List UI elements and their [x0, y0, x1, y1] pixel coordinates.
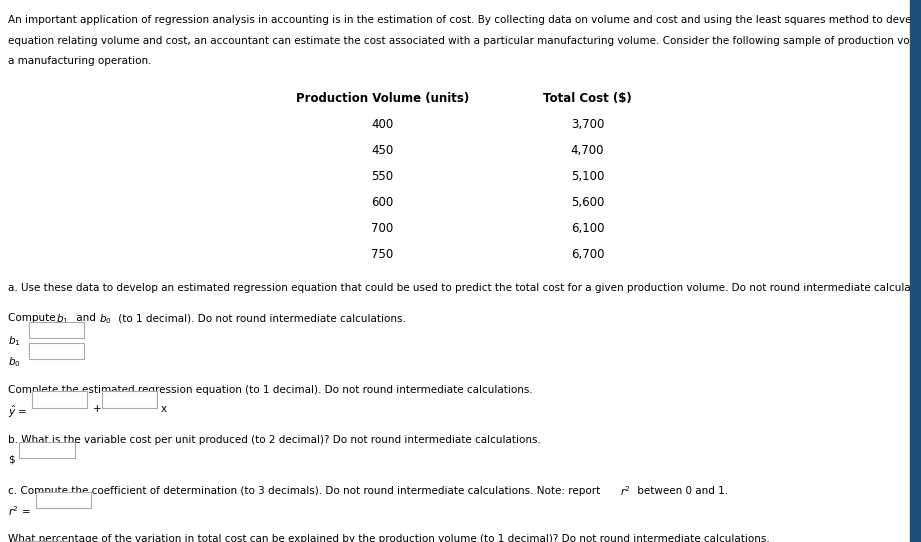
- Text: 750: 750: [371, 248, 393, 261]
- Text: $\hat{y}$ =: $\hat{y}$ =: [8, 404, 28, 420]
- Bar: [36, 492, 91, 508]
- Text: Complete the estimated regression equation (to 1 decimal). Do not round intermed: Complete the estimated regression equati…: [8, 385, 533, 395]
- Text: $: $: [8, 454, 15, 464]
- Text: 5,100: 5,100: [571, 170, 604, 183]
- Text: and: and: [73, 313, 99, 323]
- Text: between 0 and 1.: between 0 and 1.: [634, 486, 728, 495]
- Text: 5,600: 5,600: [571, 196, 604, 209]
- Text: (to 1 decimal). Do not round intermediate calculations.: (to 1 decimal). Do not round intermediat…: [115, 313, 406, 323]
- Text: 6,700: 6,700: [571, 248, 604, 261]
- Text: An important application of regression analysis in accounting is in the estimati: An important application of regression a…: [8, 15, 921, 25]
- Text: 6,100: 6,100: [571, 222, 604, 235]
- Text: b. What is the variable cost per unit produced (to 2 decimal)? Do not round inte: b. What is the variable cost per unit pr…: [8, 435, 542, 445]
- Text: 600: 600: [371, 196, 393, 209]
- Text: Compute: Compute: [8, 313, 59, 323]
- Text: c. Compute the coefficient of determination (to 3 decimals). Do not round interm: c. Compute the coefficient of determinat…: [8, 486, 604, 495]
- Text: 400: 400: [371, 118, 393, 131]
- Text: x: x: [161, 404, 168, 414]
- Text: $r^2$: $r^2$: [620, 485, 631, 498]
- Text: $b_1$: $b_1$: [56, 312, 69, 326]
- Bar: [910, 0, 921, 542]
- Text: 3,700: 3,700: [571, 118, 604, 131]
- Text: 4,700: 4,700: [571, 144, 604, 157]
- Text: a. Use these data to develop an estimated regression equation that could be used: a. Use these data to develop an estimate…: [8, 283, 921, 293]
- Text: $b_0$: $b_0$: [99, 312, 111, 326]
- Text: Production Volume (units): Production Volume (units): [296, 92, 469, 105]
- Text: 550: 550: [371, 170, 393, 183]
- Text: 700: 700: [371, 222, 393, 235]
- Text: 450: 450: [371, 144, 393, 157]
- Text: What percentage of the variation in total cost can be explained by the productio: What percentage of the variation in tota…: [8, 534, 770, 542]
- Text: equation relating volume and cost, an accountant can estimate the cost associate: equation relating volume and cost, an ac…: [8, 36, 921, 46]
- Bar: [29, 322, 84, 338]
- Text: $b_1$: $b_1$: [8, 334, 21, 348]
- Bar: [29, 343, 84, 359]
- Text: $r^2$ =: $r^2$ =: [8, 505, 31, 518]
- Bar: [19, 442, 75, 458]
- Text: +: +: [93, 404, 101, 414]
- Bar: [102, 391, 157, 408]
- Text: a manufacturing operation.: a manufacturing operation.: [8, 56, 152, 66]
- Bar: [32, 391, 87, 408]
- Bar: [13, 541, 68, 542]
- Text: $b_0$: $b_0$: [8, 355, 21, 369]
- Text: Total Cost ($): Total Cost ($): [543, 92, 632, 105]
